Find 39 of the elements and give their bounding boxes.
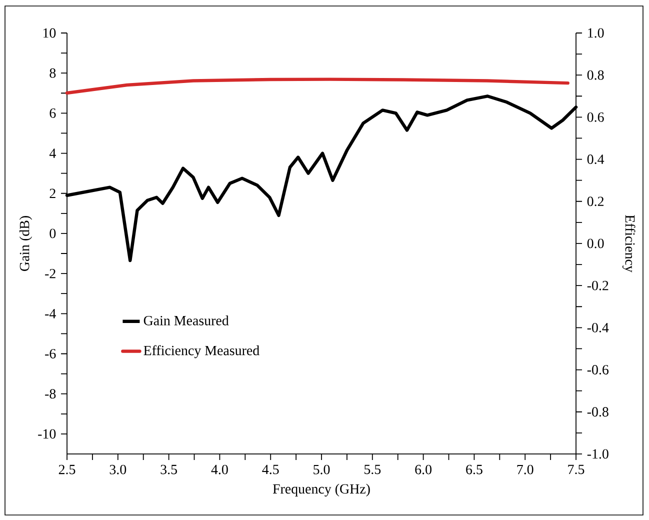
y-axis-title: Gain (dB) bbox=[19, 216, 32, 271]
y-tick-label: -10 bbox=[38, 429, 56, 439]
y2-axis-title: Efficiency bbox=[622, 214, 636, 272]
y2-tick-label: 1.0 bbox=[588, 28, 604, 38]
legend-label: Efficiency Measured bbox=[144, 345, 260, 358]
y2-tick-label: 0.8 bbox=[587, 70, 604, 80]
y2-tick-label: -0.2 bbox=[587, 280, 608, 290]
y-tick-label: -8 bbox=[45, 389, 56, 399]
x-tick-label: 2.5 bbox=[58, 464, 76, 474]
y2-tick-label: -0.4 bbox=[587, 322, 609, 332]
x-tick-label: 7.5 bbox=[568, 464, 584, 474]
x-tick-label: 4.0 bbox=[211, 464, 228, 474]
x-axis-title: Frequency (GHz) bbox=[272, 484, 370, 496]
x-tick-label: 6.0 bbox=[415, 464, 432, 474]
y-tick-label: 4 bbox=[49, 148, 56, 158]
y-tick-label: 6 bbox=[50, 108, 56, 118]
y-tick-label: 2 bbox=[50, 188, 56, 198]
y-tick-label: 10 bbox=[43, 28, 56, 38]
y-tick-label: -4 bbox=[45, 309, 56, 318]
y2-tick-label: -1.0 bbox=[587, 449, 608, 459]
y-tick-label: -2 bbox=[45, 268, 56, 278]
y2-tick-label: 0.2 bbox=[587, 196, 604, 206]
x-tick-label: 7.0 bbox=[517, 464, 534, 474]
x-tick-label: 3.5 bbox=[160, 464, 177, 474]
x-tick-label: 4.5 bbox=[262, 464, 279, 474]
legend-label: Gain Measured bbox=[144, 316, 229, 326]
y2-tick-label: 0.4 bbox=[587, 154, 604, 164]
y2-tick-label: 0.0 bbox=[587, 238, 604, 248]
y2-tick-label: 0.6 bbox=[587, 112, 604, 122]
x-tick-label: 5.5 bbox=[364, 464, 381, 474]
x-tick-label: 3.0 bbox=[110, 464, 126, 474]
y-tick-label: 0 bbox=[50, 228, 56, 238]
y-tick-label: -6 bbox=[45, 349, 56, 358]
y2-tick-label: -0.8 bbox=[587, 407, 608, 417]
y-tick-label: 8 bbox=[50, 68, 56, 78]
x-tick-label: 6.5 bbox=[466, 464, 482, 474]
y2-tick-label: -0.6 bbox=[587, 365, 609, 375]
x-tick-label: 5.0 bbox=[314, 464, 330, 474]
line-series bbox=[65, 78, 570, 95]
